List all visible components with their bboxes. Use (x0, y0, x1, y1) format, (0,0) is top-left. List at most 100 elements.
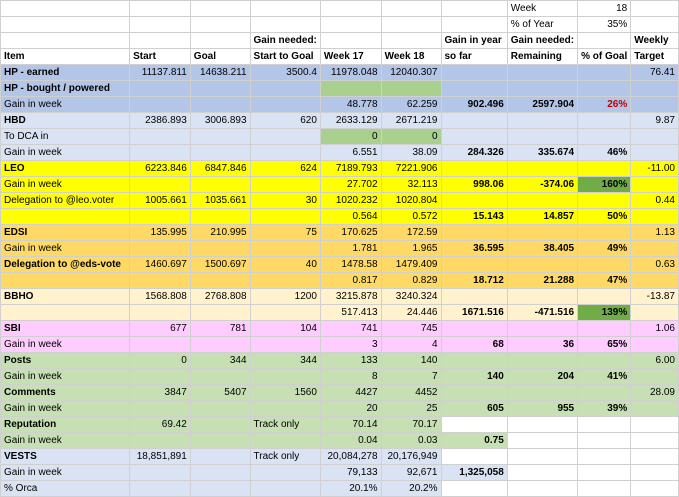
value-cell[interactable] (319, 80, 382, 97)
value-cell[interactable] (630, 368, 679, 385)
item-label-cell[interactable]: Gain in week (0, 176, 131, 193)
value-cell[interactable]: 70.14 (319, 416, 382, 433)
value-cell[interactable]: 6.00 (630, 352, 679, 369)
value-cell[interactable]: 7 (380, 368, 442, 385)
col-header-weekly[interactable]: Weekly (630, 32, 679, 49)
value-cell[interactable] (577, 192, 632, 209)
value-cell[interactable] (440, 192, 508, 209)
value-cell[interactable]: 2768.808 (189, 288, 251, 305)
value-cell[interactable] (440, 320, 508, 337)
value-cell[interactable] (440, 160, 508, 177)
col-header-goal[interactable]: Goal (189, 48, 251, 65)
value-cell[interactable] (129, 144, 191, 161)
value-cell[interactable]: 1200 (249, 288, 321, 305)
cell[interactable] (380, 32, 442, 49)
value-cell[interactable] (440, 128, 508, 145)
value-cell[interactable]: Track only (249, 448, 321, 465)
value-cell[interactable]: 745 (380, 320, 442, 337)
value-cell[interactable]: 6223.846 (129, 160, 191, 177)
value-cell[interactable] (506, 288, 579, 305)
item-label-cell[interactable]: Comments (0, 384, 131, 401)
value-cell[interactable] (129, 96, 191, 113)
value-cell[interactable] (129, 240, 191, 257)
value-cell[interactable] (189, 128, 251, 145)
value-cell[interactable]: 6847.846 (189, 160, 251, 177)
value-cell[interactable]: -471.516 (506, 304, 579, 321)
value-cell[interactable]: 11978.048 (319, 64, 382, 81)
value-cell[interactable]: 1035.661 (189, 192, 251, 209)
value-cell[interactable]: 70.17 (380, 416, 442, 433)
col-header-gain-year[interactable]: Gain in year (440, 32, 508, 49)
value-cell[interactable] (129, 272, 191, 289)
value-cell[interactable] (506, 64, 579, 81)
value-cell[interactable]: 3215.878 (319, 288, 382, 305)
col-header-so-far[interactable]: so far (440, 48, 508, 65)
value-cell[interactable]: 0 (319, 128, 382, 145)
value-cell[interactable] (506, 480, 579, 497)
value-cell[interactable]: 140 (380, 352, 442, 369)
value-cell[interactable] (249, 304, 321, 321)
value-cell[interactable] (506, 256, 579, 273)
value-cell[interactable]: 14638.211 (189, 64, 251, 81)
value-cell[interactable]: 8 (319, 368, 382, 385)
col-header-start[interactable]: Start (129, 48, 191, 65)
value-cell[interactable]: 344 (249, 352, 321, 369)
value-cell[interactable]: 2671.219 (380, 112, 442, 129)
value-cell[interactable]: 3240.324 (380, 288, 442, 305)
value-cell[interactable] (380, 80, 442, 97)
value-cell[interactable] (506, 160, 579, 177)
value-cell[interactable] (189, 416, 251, 433)
value-cell[interactable]: 68 (440, 336, 508, 353)
value-cell[interactable]: 517.413 (319, 304, 382, 321)
item-label-cell[interactable]: Gain in week (0, 464, 131, 481)
item-label-cell[interactable]: % Orca (0, 480, 131, 497)
value-cell[interactable]: 47% (577, 272, 632, 289)
value-cell[interactable]: 25 (380, 400, 442, 417)
value-cell[interactable] (630, 448, 679, 465)
value-cell[interactable] (189, 208, 251, 225)
value-cell[interactable]: 12040.307 (380, 64, 442, 81)
value-cell[interactable] (577, 384, 632, 401)
value-cell[interactable]: 15.143 (440, 208, 508, 225)
value-cell[interactable] (577, 80, 632, 97)
value-cell[interactable]: 20,176,949 (380, 448, 442, 465)
value-cell[interactable]: 624 (249, 160, 321, 177)
value-cell[interactable] (189, 432, 251, 449)
value-cell[interactable]: 605 (440, 400, 508, 417)
value-cell[interactable]: 2633.129 (319, 112, 382, 129)
value-cell[interactable] (577, 288, 632, 305)
value-cell[interactable]: 18,851,891 (129, 448, 191, 465)
value-cell[interactable] (189, 400, 251, 417)
cell[interactable] (630, 16, 679, 33)
value-cell[interactable]: 11137.811 (129, 64, 191, 81)
value-cell[interactable] (577, 432, 632, 449)
value-cell[interactable] (189, 304, 251, 321)
value-cell[interactable] (249, 272, 321, 289)
value-cell[interactable] (630, 336, 679, 353)
value-cell[interactable]: 27.702 (319, 176, 382, 193)
value-cell[interactable]: 20,084,278 (319, 448, 382, 465)
cell[interactable] (319, 32, 382, 49)
value-cell[interactable] (506, 80, 579, 97)
value-cell[interactable]: 6.551 (319, 144, 382, 161)
value-cell[interactable] (189, 336, 251, 353)
value-cell[interactable]: 18.712 (440, 272, 508, 289)
value-cell[interactable] (630, 128, 679, 145)
value-cell[interactable] (630, 96, 679, 113)
value-cell[interactable] (440, 480, 508, 497)
cell[interactable] (440, 16, 508, 33)
value-cell[interactable]: Track only (249, 416, 321, 433)
value-cell[interactable] (249, 432, 321, 449)
value-cell[interactable]: 955 (506, 400, 579, 417)
cell[interactable] (380, 0, 442, 17)
cell[interactable] (129, 16, 191, 33)
value-cell[interactable]: 3 (319, 336, 382, 353)
value-cell[interactable] (577, 464, 632, 481)
cell[interactable] (630, 0, 679, 17)
value-cell[interactable] (440, 288, 508, 305)
value-cell[interactable] (249, 80, 321, 97)
item-label-cell[interactable]: Gain in week (0, 400, 131, 417)
value-cell[interactable] (129, 128, 191, 145)
value-cell[interactable] (249, 176, 321, 193)
value-cell[interactable]: 135.995 (129, 224, 191, 241)
